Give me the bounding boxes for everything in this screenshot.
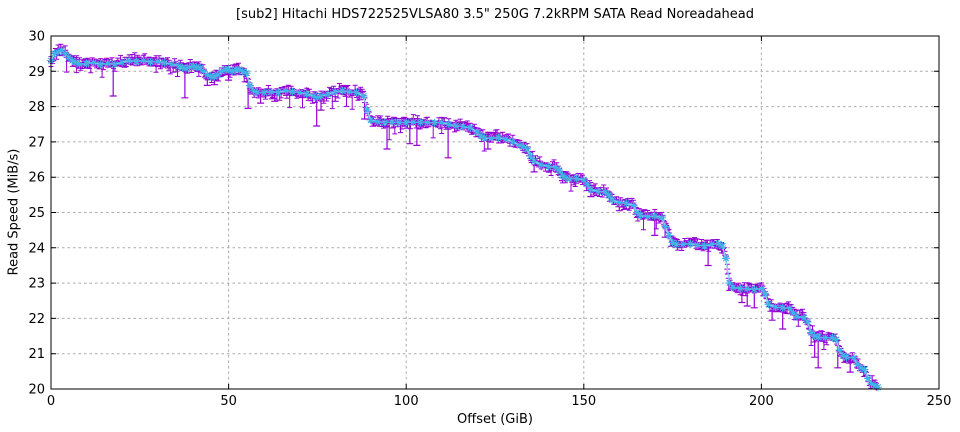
svg-text:23: 23 <box>28 277 45 292</box>
svg-text:27: 27 <box>28 135 45 150</box>
svg-text:22: 22 <box>28 312 45 327</box>
svg-text:29: 29 <box>28 65 45 80</box>
svg-text:150: 150 <box>571 394 596 409</box>
error-spikes <box>109 64 854 373</box>
smoothed-line-series <box>47 46 882 392</box>
svg-text:200: 200 <box>749 394 774 409</box>
svg-text:100: 100 <box>394 394 419 409</box>
svg-text:30: 30 <box>28 30 45 45</box>
svg-text:26: 26 <box>28 171 45 186</box>
svg-text:28: 28 <box>28 100 45 115</box>
svg-text:0: 0 <box>47 394 55 409</box>
x-axis-label: Offset (GiB) <box>457 412 533 427</box>
svg-text:24: 24 <box>28 241 45 256</box>
star-markers <box>47 46 882 392</box>
svg-text:250: 250 <box>927 394 952 409</box>
grid-lines <box>51 36 939 389</box>
chart-title: [sub2] Hitachi HDS722525VLSA80 3.5" 250G… <box>236 7 754 22</box>
axis-ticks <box>50 35 940 390</box>
svg-text:25: 25 <box>28 206 45 221</box>
svg-text:50: 50 <box>220 394 237 409</box>
tick-labels: 20 21 22 23 24 25 26 27 28 29 30 0 50 100 150 200 250 <box>28 30 951 410</box>
svg-text:20: 20 <box>28 383 45 398</box>
svg-text:21: 21 <box>28 347 45 362</box>
raw-samples-series <box>48 43 880 391</box>
